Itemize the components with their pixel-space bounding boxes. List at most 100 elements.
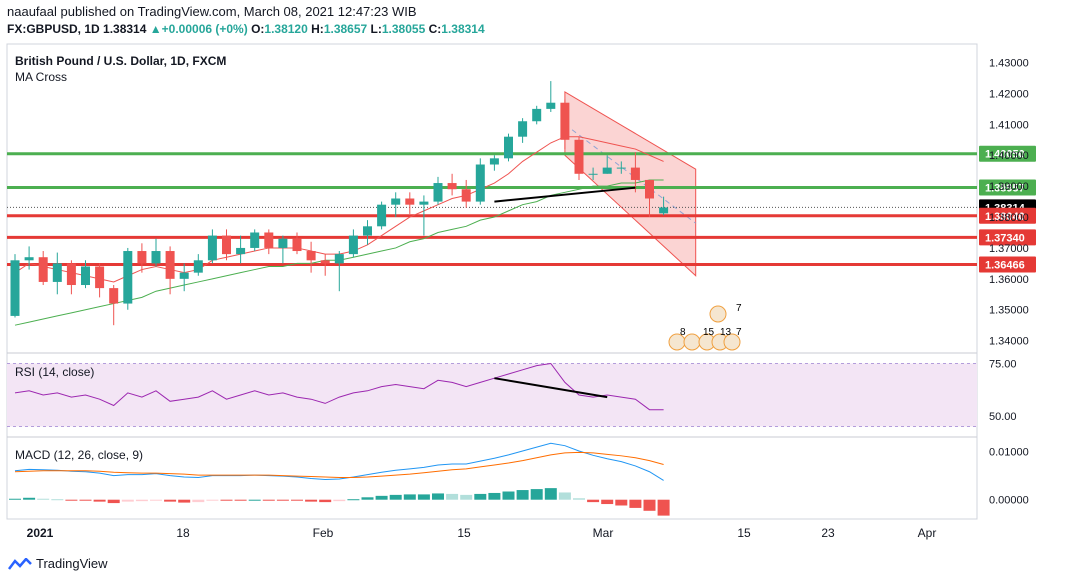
candle[interactable] (165, 246, 175, 295)
candle[interactable] (137, 243, 147, 273)
macd-histogram-bar (587, 499, 600, 503)
candle[interactable] (489, 155, 499, 171)
flag-uk-icon[interactable] (709, 305, 727, 323)
candle[interactable] (81, 260, 90, 289)
level-label: 1.38957 (985, 182, 1025, 194)
price-tick-label: 1.37000 (989, 243, 1029, 255)
macd-histogram-bar (79, 499, 92, 501)
candle[interactable] (151, 238, 161, 267)
close-label: C: (428, 22, 442, 36)
candle-body (222, 235, 231, 255)
macd-histogram-bar (164, 499, 177, 502)
macd-histogram-bar (403, 494, 416, 500)
candle[interactable] (109, 285, 119, 326)
macd-histogram-bar (573, 498, 585, 500)
candle[interactable] (278, 235, 288, 264)
rsi-line (14, 362, 664, 411)
candle[interactable] (52, 252, 62, 295)
footer-brand-text: TradingView (36, 556, 108, 571)
candle[interactable] (602, 155, 612, 174)
candle[interactable] (250, 229, 260, 252)
candle-body (546, 102, 556, 109)
footer-brand[interactable]: TradingView (8, 556, 108, 571)
time-tick-label: 23 (821, 526, 835, 540)
price-tick-label: 1.34000 (989, 336, 1029, 348)
macd-histogram-bar (121, 499, 134, 502)
candle-body (602, 167, 612, 174)
candle[interactable] (193, 254, 203, 276)
candle[interactable] (123, 247, 133, 310)
candle[interactable] (391, 192, 401, 218)
candle[interactable] (433, 176, 443, 205)
candle[interactable] (320, 254, 330, 276)
chart-frame (6, 43, 978, 520)
time-tick-label: Mar (593, 526, 614, 540)
candle[interactable] (306, 241, 316, 273)
candle[interactable] (659, 196, 669, 216)
candle-body (405, 198, 415, 205)
candle-body (461, 189, 471, 202)
event-count: 15 (703, 327, 715, 338)
price-tick-label: 1.43000 (989, 58, 1029, 70)
candle[interactable] (264, 229, 274, 255)
candle[interactable] (363, 220, 372, 245)
macd-histogram-bar (37, 498, 50, 500)
candle[interactable] (334, 251, 344, 292)
macd-histogram-bar (51, 499, 64, 501)
candle-body (532, 108, 542, 122)
ma-cross-label: MA Cross (15, 70, 67, 84)
candle[interactable] (588, 167, 598, 180)
candle[interactable] (10, 254, 20, 318)
candle[interactable] (532, 105, 542, 125)
macd-histogram-bar (9, 498, 21, 500)
trend-line-price[interactable] (494, 186, 636, 203)
candle[interactable] (419, 195, 429, 236)
chart-title: British Pound / U.S. Dollar, 1D, FXCM (15, 54, 226, 68)
candle[interactable] (645, 179, 654, 218)
level-label: 1.38040 (985, 211, 1025, 223)
macd-histogram-bar (234, 499, 247, 501)
candle[interactable] (236, 235, 246, 264)
candle[interactable] (24, 246, 34, 270)
candle[interactable] (616, 161, 626, 174)
macd-histogram-bar (417, 494, 430, 500)
candle[interactable] (405, 192, 415, 214)
candle[interactable] (574, 136, 584, 180)
candle[interactable] (179, 263, 189, 292)
candle[interactable] (630, 152, 640, 193)
low-label: L: (370, 22, 382, 36)
candle[interactable] (38, 251, 48, 286)
price-tick-label: 1.41000 (989, 119, 1029, 131)
candle[interactable] (348, 229, 358, 258)
candle[interactable] (518, 118, 528, 143)
trend-line-rsi[interactable] (494, 377, 608, 399)
macd-histogram-bar (206, 499, 219, 501)
candle-body (264, 232, 274, 248)
time-tick-label: 2021 (27, 526, 54, 540)
macd-histogram-bar (93, 499, 106, 502)
economic-events[interactable]: 8 15 13 7 7 (668, 303, 742, 351)
macd-histogram-bar (220, 499, 233, 501)
candle[interactable] (461, 179, 471, 208)
flag-uk-icon[interactable] (723, 333, 741, 351)
candle[interactable] (504, 133, 513, 162)
candle[interactable] (95, 263, 105, 298)
candle[interactable] (546, 81, 556, 112)
candle[interactable] (475, 158, 485, 205)
candle[interactable] (222, 229, 231, 261)
low-value: 1.38055 (381, 22, 426, 36)
candle-body (377, 204, 387, 227)
macd-histogram-bar (107, 499, 120, 504)
candle[interactable] (207, 229, 217, 264)
candle-body (504, 136, 513, 159)
descending-channel[interactable] (564, 91, 697, 277)
candle[interactable] (560, 99, 570, 150)
flag-us-icon[interactable] (683, 333, 701, 351)
candle[interactable] (377, 201, 387, 230)
candle[interactable] (447, 173, 457, 196)
candle-body (306, 251, 316, 261)
candle[interactable] (66, 260, 76, 295)
candle[interactable] (292, 232, 302, 255)
macd-histogram-bar (262, 499, 275, 501)
